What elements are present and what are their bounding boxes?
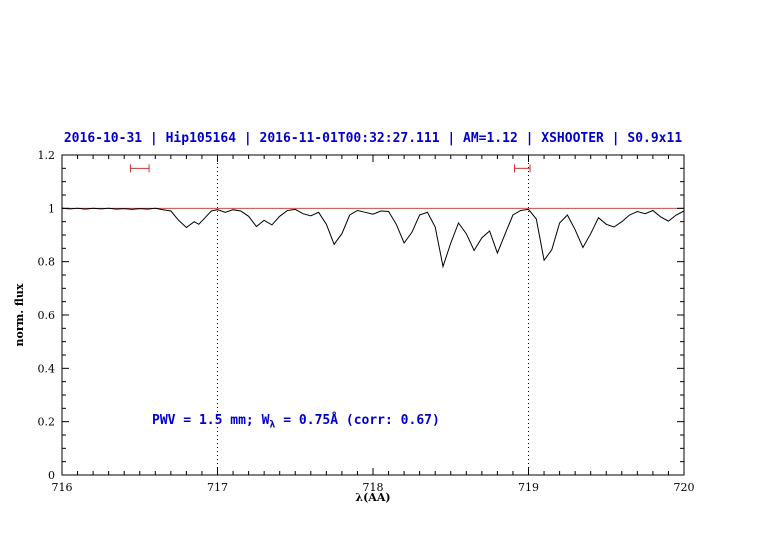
- svg-text:0.6: 0.6: [38, 309, 56, 322]
- pwv-annotation-prefix: PWV = 1.5 mm; W: [152, 413, 270, 428]
- pwv-annotation: PWV = 1.5 mm; Wλ = 0.75Å (corr: 0.67): [152, 413, 440, 431]
- svg-text:719: 719: [518, 481, 539, 494]
- wlambda-subscript: λ: [269, 419, 276, 431]
- svg-text:0.2: 0.2: [38, 416, 56, 429]
- svg-text:717: 717: [207, 481, 228, 494]
- svg-text:1.2: 1.2: [38, 149, 56, 162]
- svg-text:0.8: 0.8: [38, 256, 56, 269]
- svg-text:716: 716: [52, 481, 73, 494]
- x-axis-label: λ(AA): [355, 491, 391, 504]
- svg-text:720: 720: [674, 481, 695, 494]
- svg-text:718: 718: [363, 481, 384, 494]
- svg-text:0.4: 0.4: [38, 362, 56, 375]
- y-axis-label: norm. flux: [13, 283, 26, 347]
- svg-text:0: 0: [48, 469, 55, 482]
- pwv-annotation-suffix: = 0.75Å (corr: 0.67): [275, 413, 440, 428]
- svg-text:1: 1: [48, 202, 55, 215]
- plot-title: 2016-10-31 | Hip105164 | 2016-11-01T00:3…: [63, 131, 683, 146]
